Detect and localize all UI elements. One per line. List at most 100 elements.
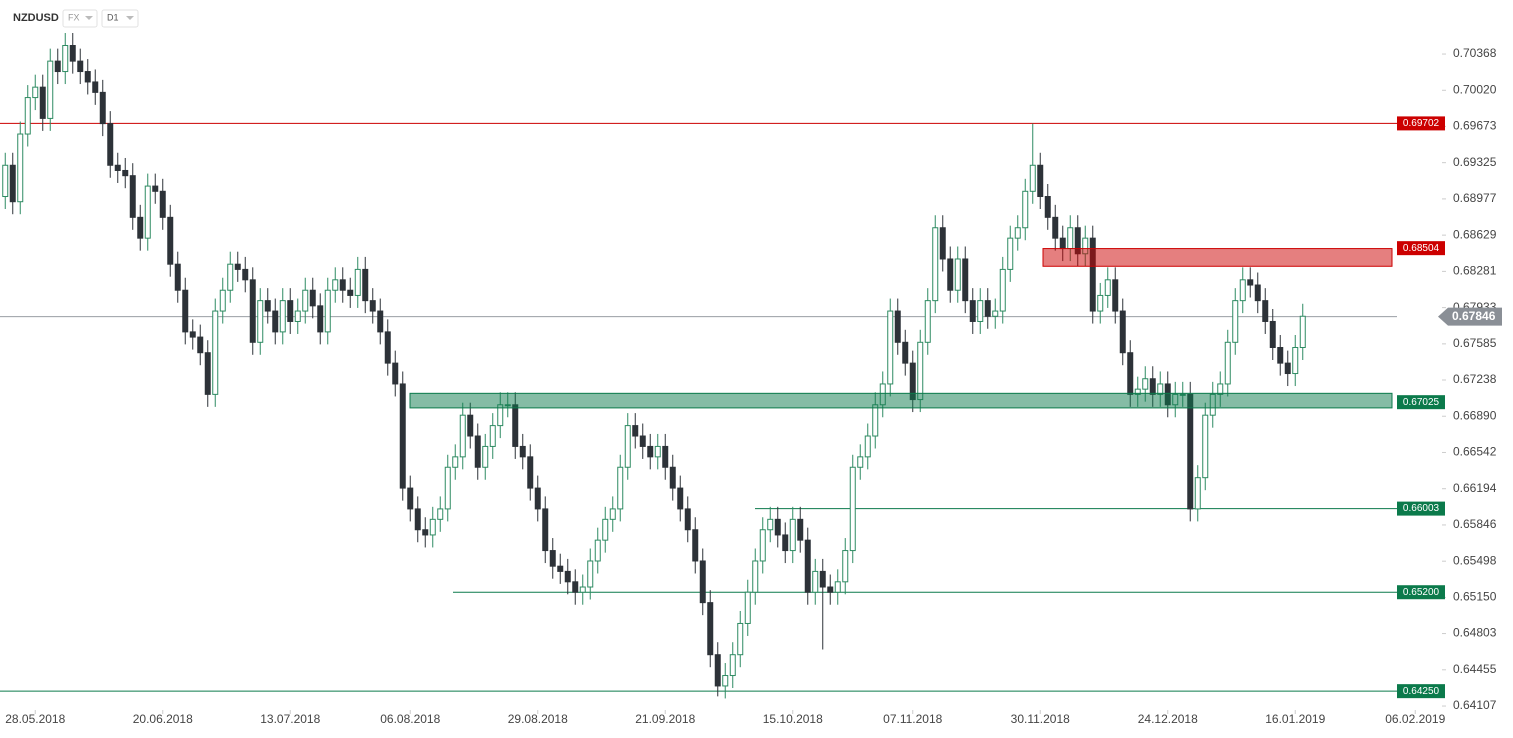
candle-body (137, 216, 144, 239)
candle-body (1202, 414, 1209, 479)
candle-body (347, 289, 354, 296)
candle-body (512, 404, 519, 447)
candle-body (924, 300, 931, 343)
y-tick-label: 0.67585 (1453, 336, 1497, 350)
x-tick-label: 07.11.2018 (883, 712, 942, 726)
candle-body (594, 539, 601, 562)
candle-body (1269, 320, 1276, 349)
candle-body (699, 560, 706, 604)
candle-body (362, 268, 369, 302)
candle-body (624, 425, 631, 468)
candle-body (602, 518, 609, 541)
candle-body (227, 263, 234, 291)
candle-body (212, 310, 219, 395)
candle-body (1022, 190, 1029, 229)
candle-body (414, 508, 421, 531)
x-tick-label: 06.08.2018 (380, 712, 440, 726)
y-tick-label: 0.66194 (1453, 481, 1497, 495)
candle-body (249, 279, 256, 343)
candle-body (422, 529, 429, 536)
candle-body (842, 550, 849, 583)
candle-body (632, 425, 639, 437)
candle-body (384, 331, 391, 364)
candle-body (1149, 378, 1156, 395)
candle-body (234, 263, 241, 270)
candle-body (714, 654, 721, 687)
candle-body (894, 310, 901, 343)
market-box[interactable] (62, 9, 98, 28)
level-tag (1397, 585, 1445, 600)
zone (1042, 248, 1393, 267)
candle-body (857, 456, 864, 468)
candle-body (939, 227, 946, 260)
candle-body (2, 164, 9, 198)
candle-body (24, 97, 31, 135)
candle-body (992, 310, 999, 317)
x-tick-label: 06.02.2019 (1385, 712, 1445, 726)
candle-body (84, 71, 91, 83)
candle-body (309, 289, 316, 307)
candle-body (947, 258, 954, 291)
candle-body (77, 60, 84, 73)
x-tick-label: 20.06.2018 (133, 712, 193, 726)
candle-body (302, 289, 309, 312)
candle-body (92, 81, 99, 93)
candle-body (257, 300, 264, 343)
candle-body (1127, 352, 1134, 395)
level-tag (1397, 501, 1445, 516)
dropdown-arrow (126, 16, 134, 20)
candle-body (872, 404, 879, 437)
candle-body (339, 279, 346, 291)
zone (409, 392, 1393, 409)
candle-body (1277, 347, 1284, 364)
candle-body (17, 133, 24, 203)
x-tick-label: 15.10.2018 (763, 712, 823, 726)
candle-body (452, 456, 459, 468)
candle-body (887, 310, 894, 385)
candle-body (969, 300, 976, 322)
timeframe[interactable]: D1 (107, 12, 119, 22)
candle-body (62, 45, 69, 73)
candle-body (489, 425, 496, 447)
candle-body (219, 289, 226, 312)
candle-body (47, 60, 54, 119)
candle-body (1292, 347, 1299, 375)
level-tag-label: 0.64250 (1403, 686, 1440, 697)
candle-body (122, 169, 129, 177)
candle-body (1089, 237, 1096, 312)
candle-body (789, 518, 796, 552)
symbol: NZDUSD (13, 12, 59, 24)
candle-body (984, 300, 991, 317)
candle-body (527, 456, 534, 489)
candle-body (1194, 477, 1201, 510)
candle-body (1254, 284, 1261, 302)
candle-body (272, 310, 279, 333)
candle-body (917, 341, 924, 401)
candle-body (1044, 196, 1051, 218)
candle-body (1157, 383, 1164, 395)
candle-body (617, 466, 624, 510)
candle-body (444, 466, 451, 510)
candle-body (144, 185, 151, 239)
candle-body (54, 60, 61, 73)
candle-body (519, 445, 526, 458)
candle-body (264, 300, 271, 312)
candle-body (669, 466, 676, 489)
candle-body (1052, 216, 1059, 239)
y-tick-label: 0.64107 (1453, 698, 1497, 712)
candle-body (782, 534, 789, 552)
candle-body (437, 508, 444, 520)
candle-body (1014, 227, 1021, 239)
candle-body (587, 560, 594, 588)
candle-body (954, 258, 961, 291)
candle-body (1142, 378, 1149, 390)
candle-body (977, 300, 984, 322)
market[interactable]: FX (68, 12, 80, 22)
candle-body (482, 445, 489, 468)
y-tick-label: 0.69673 (1453, 119, 1497, 133)
y-tick-label: 0.64803 (1453, 626, 1497, 640)
timeframe-box[interactable] (101, 9, 139, 28)
y-tick-label: 0.70368 (1453, 46, 1497, 60)
candle-body (564, 570, 571, 583)
candle-body (429, 518, 436, 536)
